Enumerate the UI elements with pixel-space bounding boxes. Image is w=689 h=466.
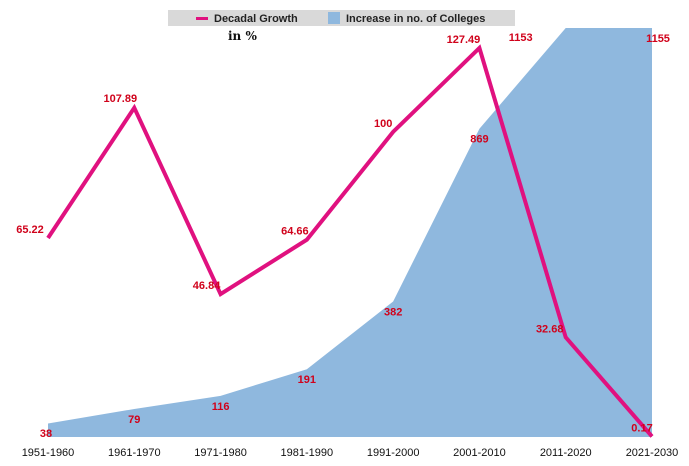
area-data-label: 79 bbox=[128, 414, 140, 426]
line-data-label: 127.49 bbox=[447, 34, 481, 46]
legend-label-colleges: Increase in no. of Colleges bbox=[346, 13, 485, 25]
area-colleges bbox=[48, 28, 652, 437]
area-data-label: 38 bbox=[40, 428, 52, 440]
line-data-label: 107.89 bbox=[103, 93, 137, 105]
area-data-label: 869 bbox=[470, 134, 488, 146]
area-data-label: 116 bbox=[212, 401, 230, 413]
line-data-label: 64.66 bbox=[281, 226, 309, 238]
line-data-label: 0.17 bbox=[631, 422, 652, 434]
line-data-label: 100 bbox=[374, 118, 392, 130]
line-unit-label: in % bbox=[228, 29, 257, 43]
x-tick-label: 1991-2000 bbox=[367, 447, 420, 459]
x-tick-label: 1981-1990 bbox=[281, 447, 334, 459]
line-data-label: 46.84 bbox=[193, 280, 221, 292]
legend-swatch-colleges bbox=[328, 12, 340, 24]
x-tick-label: 2011-2020 bbox=[540, 447, 592, 459]
legend: Decadal Growth Increase in no. of Colleg… bbox=[168, 10, 515, 26]
x-tick-label: 1951-1960 bbox=[22, 447, 75, 459]
area-data-label: 1155 bbox=[646, 33, 670, 45]
legend-background bbox=[168, 10, 515, 26]
area-data-label: 382 bbox=[384, 306, 402, 318]
x-tick-label: 1961-1970 bbox=[108, 447, 161, 459]
legend-label-decadal-growth: Decadal Growth bbox=[214, 13, 298, 25]
line-data-label: 65.22 bbox=[16, 224, 44, 236]
x-tick-label: 2021-2030 bbox=[626, 447, 679, 459]
area-data-labels: 38 79 116 191 382 869 1153 1155 bbox=[40, 32, 670, 440]
area-data-label: 1153 bbox=[509, 32, 533, 44]
x-tick-label: 1971-1980 bbox=[194, 447, 247, 459]
x-tick-label: 2001-2010 bbox=[453, 447, 506, 459]
area-data-label: 191 bbox=[298, 374, 316, 386]
x-axis-tick-labels: 1951-1960 1961-1970 1971-1980 1981-1990 1991… bbox=[22, 447, 679, 459]
line-data-label: 32.68 bbox=[536, 323, 564, 335]
line-data-labels: 65.22 107.89 46.84 64.66 100 127.49 32.68 0.17 bbox=[16, 34, 652, 434]
legend-swatch-decadal-growth bbox=[196, 17, 208, 20]
line-decadal-growth bbox=[46, 44, 654, 438]
